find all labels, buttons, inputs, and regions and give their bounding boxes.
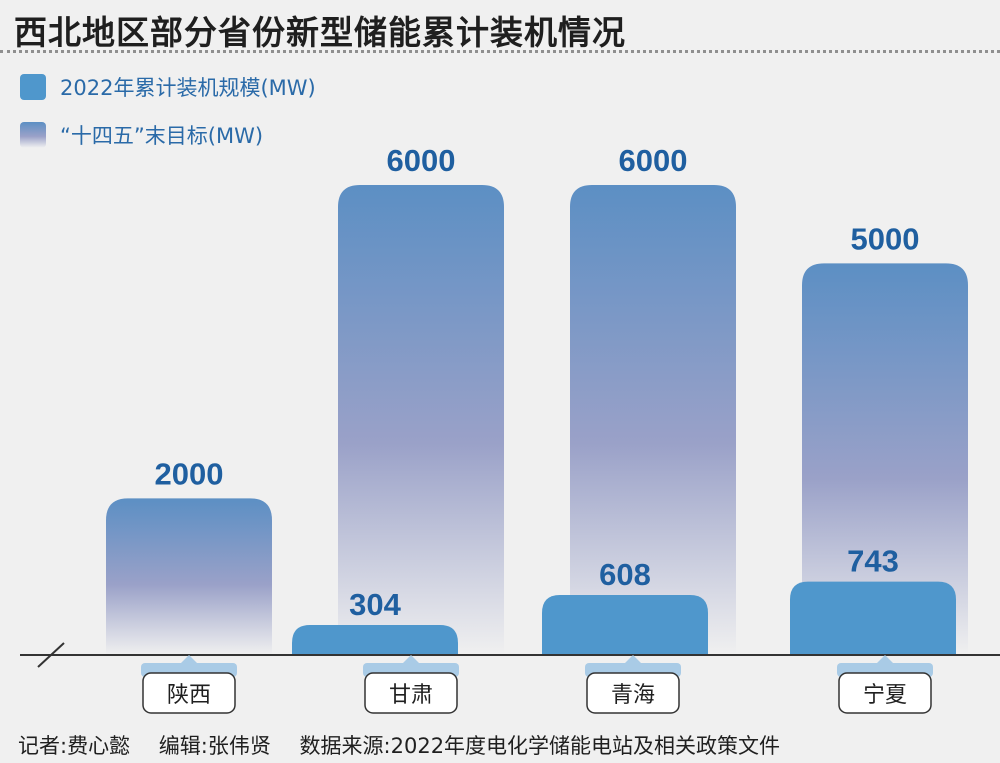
actual-bar-2	[542, 595, 708, 655]
category-pointer-2	[625, 655, 641, 663]
target-value-label-1: 6000	[387, 143, 456, 178]
category-label-2: 青海	[611, 683, 655, 708]
category-pointer-1	[403, 655, 419, 663]
footer-editor: 编辑:张伟贤	[159, 734, 271, 758]
target-bar-0	[106, 498, 272, 655]
target-value-label-0: 2000	[155, 456, 224, 491]
category-label-0: 陕西	[167, 683, 211, 708]
footer-reporter: 记者:费心懿	[18, 734, 130, 758]
footer-source: 数据来源:2022年度电化学储能电站及相关政策文件	[300, 734, 781, 758]
target-value-label-2: 6000	[619, 143, 688, 178]
category-pointer-3	[877, 655, 893, 663]
category-pointer-0	[181, 655, 197, 663]
category-labels: 陕西 甘肃 青海 宁夏	[141, 655, 933, 713]
actual-value-label-3: 743	[847, 544, 899, 579]
actual-value-label-2: 608	[599, 557, 651, 592]
target-bar-2	[570, 185, 736, 655]
target-value-label-3: 5000	[851, 221, 920, 256]
footer: 记者:费心懿 编辑:张伟贤 数据来源:2022年度电化学储能电站及相关政策文件	[18, 730, 802, 760]
target-bar-1	[338, 185, 504, 655]
actual-bar-1	[292, 625, 458, 655]
actual-bar-3	[790, 582, 956, 655]
category-label-1: 甘肃	[389, 683, 433, 708]
actual-value-label-1: 304	[349, 587, 401, 622]
category-label-3: 宁夏	[863, 683, 907, 708]
